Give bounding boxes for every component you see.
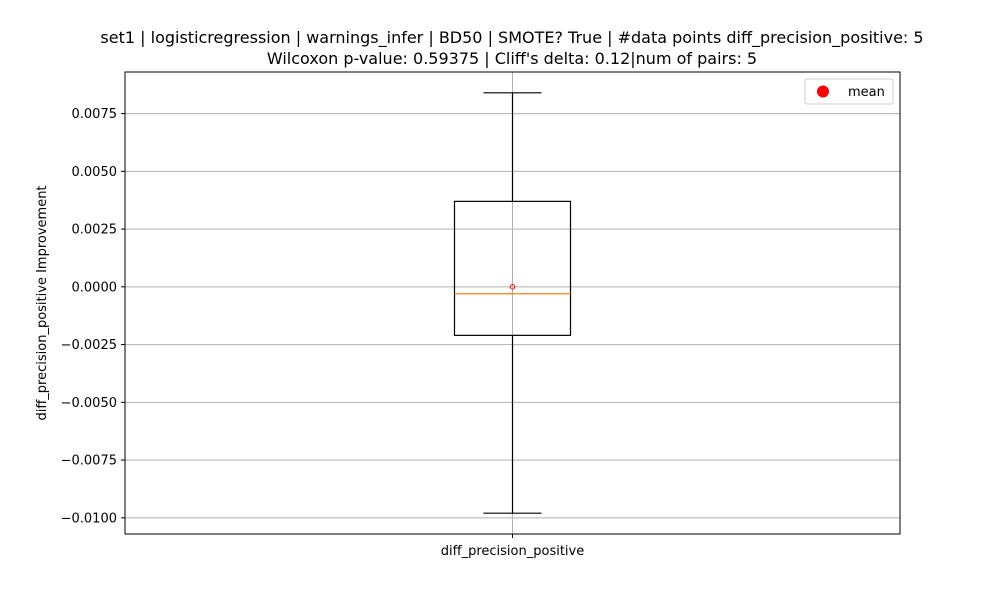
legend-mean-marker bbox=[817, 85, 829, 98]
iqr-box bbox=[453, 200, 572, 336]
mean-marker bbox=[509, 284, 516, 290]
y-tick-label: 0.0025 bbox=[72, 223, 118, 238]
box-layer bbox=[453, 92, 572, 514]
y-tick-label: −0.0075 bbox=[61, 454, 117, 469]
y-tick-label: −0.0025 bbox=[61, 338, 117, 353]
y-tick-label: −0.0050 bbox=[61, 396, 117, 411]
y-axis-label: diff_precision_positive Improvement bbox=[35, 185, 50, 420]
legend: mean bbox=[804, 78, 894, 105]
x-tick-label: diff_precision_positive bbox=[441, 544, 584, 559]
legend-label: mean bbox=[848, 85, 885, 100]
chart-title-line1: set1 | logisticregression | warnings_inf… bbox=[100, 28, 923, 48]
y-tick-label: 0.0050 bbox=[72, 165, 118, 180]
legend-box bbox=[804, 78, 894, 105]
y-tick-label: 0.0000 bbox=[72, 280, 118, 295]
y-tick-label: 0.0075 bbox=[72, 107, 118, 122]
chart-title-line2: Wilcoxon p-value: 0.59375 | Cliff's delt… bbox=[267, 49, 757, 68]
grid-lines bbox=[125, 72, 900, 534]
y-tick-label: −0.0100 bbox=[61, 511, 117, 526]
tick-layer: −0.0100 −0.0075 −0.0050 −0.0025 0.0000 0.0025… bbox=[61, 107, 585, 559]
